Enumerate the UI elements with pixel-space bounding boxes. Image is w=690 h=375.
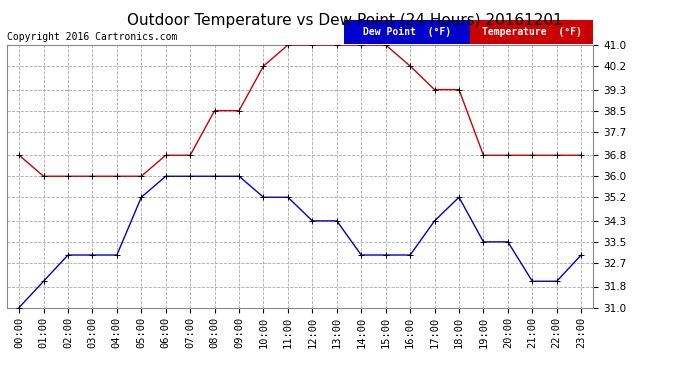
FancyBboxPatch shape — [471, 20, 593, 44]
FancyBboxPatch shape — [344, 20, 471, 44]
Text: Copyright 2016 Cartronics.com: Copyright 2016 Cartronics.com — [7, 32, 177, 42]
Text: Outdoor Temperature vs Dew Point (24 Hours) 20161201: Outdoor Temperature vs Dew Point (24 Hou… — [127, 13, 563, 28]
Text: Dew Point  (°F): Dew Point (°F) — [363, 27, 451, 37]
Text: Temperature  (°F): Temperature (°F) — [482, 27, 582, 37]
